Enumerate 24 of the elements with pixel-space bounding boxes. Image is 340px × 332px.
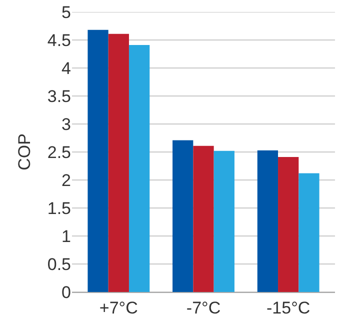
y-tick-label: 4 [62, 58, 71, 78]
bar [172, 140, 194, 292]
bar [128, 45, 150, 292]
y-tick-label: 5 [62, 2, 71, 22]
y-axis-title: COP [14, 134, 34, 170]
bar [298, 173, 320, 292]
bar [257, 150, 278, 292]
bar [278, 157, 299, 292]
bar [193, 146, 214, 292]
y-tick-label: 4.5 [47, 30, 71, 50]
x-tick-label: +7°C [99, 298, 138, 318]
y-tick-label: 3.5 [47, 86, 71, 106]
y-tick-label: 0.5 [47, 254, 71, 274]
bar [214, 150, 234, 292]
bar [108, 34, 129, 292]
x-tick-label: -15°C [266, 298, 310, 318]
y-tick-label: 3 [62, 114, 71, 134]
y-tick-label: 1 [62, 226, 71, 246]
x-tick-label: -7°C [186, 298, 221, 318]
y-tick-label: 1.5 [47, 198, 71, 218]
y-tick-label: 2 [62, 170, 71, 190]
y-tick-label: 2.5 [47, 142, 71, 162]
y-tick-label: 0 [62, 282, 71, 302]
bar [88, 30, 108, 292]
